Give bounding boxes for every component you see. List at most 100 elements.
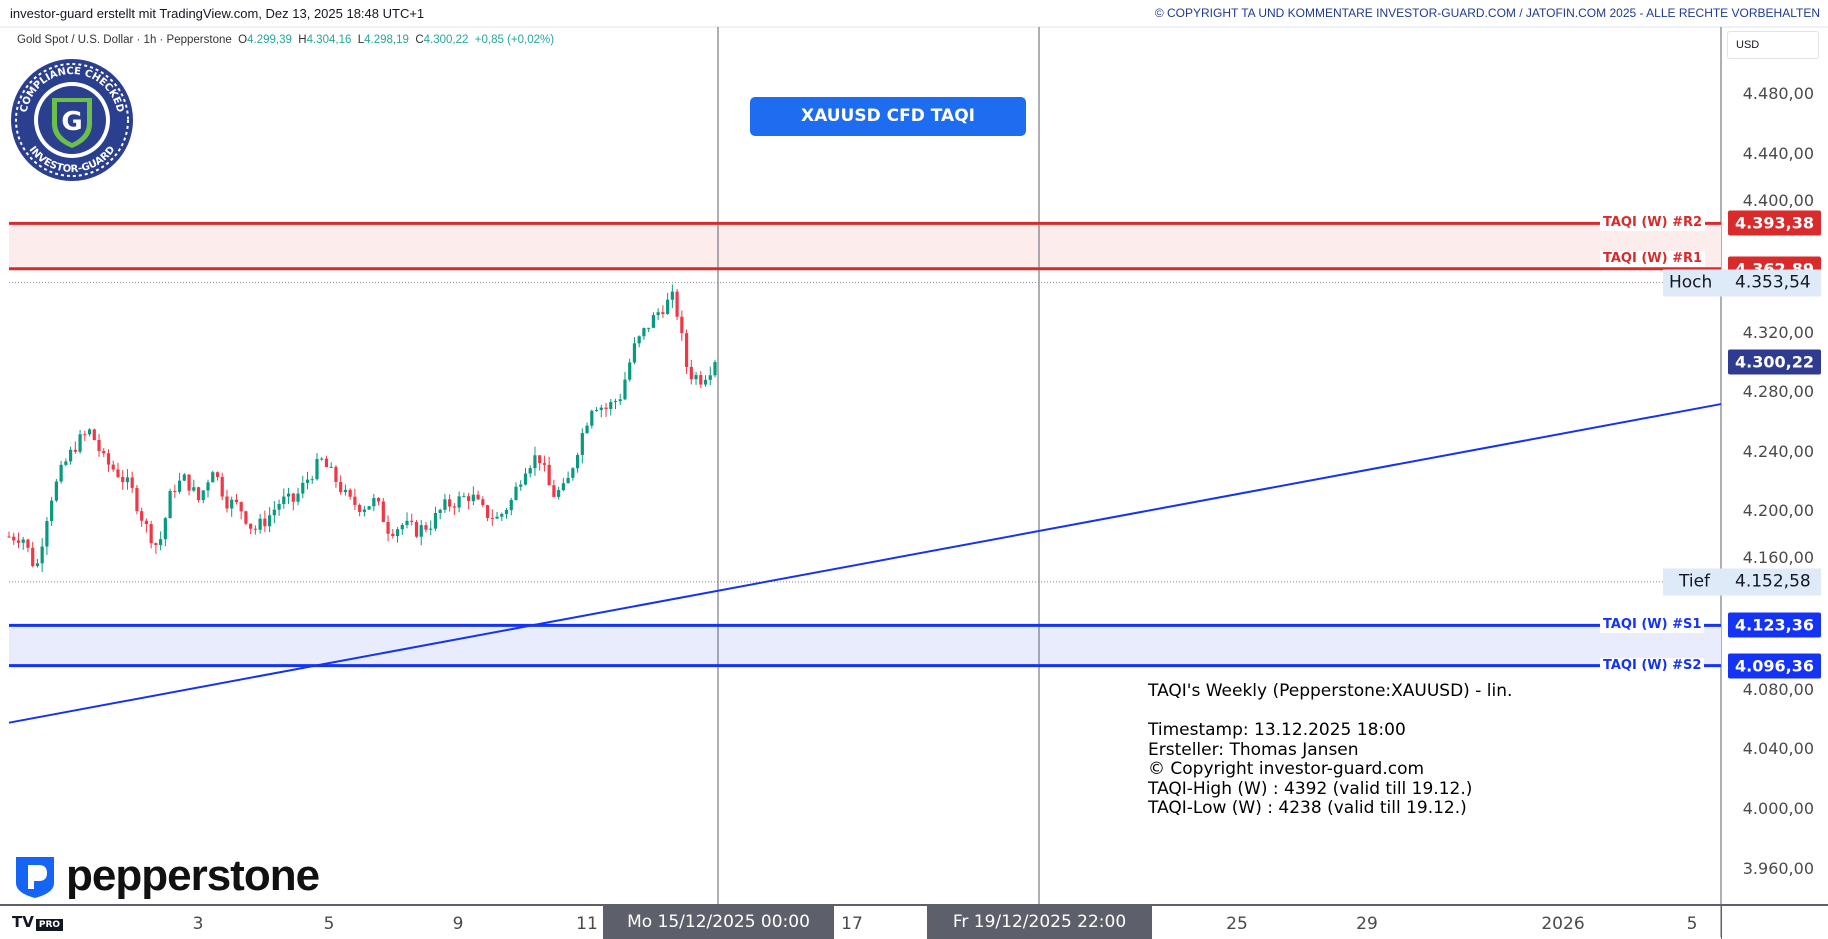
candle-body: [386, 521, 390, 534]
candle-body: [206, 482, 210, 491]
candle-body: [54, 481, 58, 501]
candle-body: [211, 472, 215, 483]
low-marker: Tief 4.152,58: [1663, 568, 1821, 596]
price-tick: 4.400,00: [1742, 190, 1814, 210]
price-tick: 4.000,00: [1742, 799, 1814, 819]
candle-body: [547, 464, 551, 486]
candle-body: [282, 496, 286, 505]
candle-body: [154, 543, 158, 546]
candle-body: [40, 546, 44, 564]
candle-body: [220, 476, 224, 497]
candle-body: [239, 502, 243, 512]
candle-body: [613, 401, 618, 403]
candle-body: [485, 505, 490, 519]
price-tick: 4.240,00: [1742, 441, 1814, 461]
candle-body: [64, 461, 68, 465]
low-label: L: [357, 34, 365, 46]
candle-body: [21, 539, 25, 543]
candle-body: [296, 493, 300, 502]
time-axis[interactable]: 3 5 9 11 Mo 15/12/2025 00:00 17 Fr 19/12…: [0, 904, 1828, 939]
candle-body: [173, 491, 177, 493]
candle-body: [272, 509, 276, 516]
price-tick: 4.480,00: [1742, 84, 1814, 104]
tv-mark: TV: [12, 913, 34, 931]
candle-body: [68, 449, 73, 462]
info-taqi-low: TAQI-Low (W) : 4238 (valid till 19.12.): [1148, 798, 1467, 818]
time-tick: 29: [1356, 914, 1378, 934]
candle-body: [358, 504, 362, 512]
taqi-level-label: TAQI (W) #R2: [1600, 215, 1706, 232]
candle-body: [504, 510, 509, 514]
candle-body: [225, 496, 229, 509]
candle-body: [305, 479, 310, 483]
candle-body: [230, 499, 234, 509]
close-label: C: [415, 34, 424, 46]
candle-body: [159, 539, 163, 546]
candle-body: [566, 477, 570, 484]
open-label: O: [238, 34, 248, 46]
candle-body: [618, 399, 622, 402]
candle-body: [182, 474, 186, 481]
info-taqi-high: TAQI-High (W) : 4392 (valid till 19.12.): [1148, 778, 1473, 799]
candle-body: [443, 499, 447, 510]
candle-body: [675, 291, 679, 317]
candle-body: [163, 518, 167, 540]
price-tick: 3.960,00: [1742, 858, 1814, 878]
candle-body: [362, 509, 366, 512]
candle-body: [651, 315, 656, 328]
time-tick: 5: [1686, 914, 1698, 934]
trendline[interactable]: [8, 403, 1722, 724]
pro-badge: PRO: [35, 919, 64, 931]
candle-body: [414, 521, 419, 537]
candle-body: [310, 479, 314, 481]
tradingview-logo[interactable]: TV PRO: [12, 913, 64, 931]
symbol-legend: Gold Spot / U.S. Dollar · 1h · Peppersto…: [17, 34, 554, 46]
pepperstone-mark-icon: [16, 857, 54, 898]
candle-body: [457, 496, 461, 508]
time-tick: 3: [192, 914, 204, 934]
candle-body: [590, 410, 594, 426]
price-tick: 4.320,00: [1742, 322, 1814, 342]
candle-body: [552, 485, 556, 497]
candle-body: [462, 496, 466, 498]
candle-body: [604, 407, 608, 409]
price-tick: 4.160,00: [1742, 547, 1814, 567]
candle-body: [481, 499, 485, 506]
currency-selector[interactable]: USD: [1727, 31, 1819, 59]
low-marker-value: 4.152,58: [1735, 571, 1811, 592]
candle-body: [642, 328, 646, 337]
candle-body: [334, 466, 338, 482]
candle-body: [661, 312, 665, 315]
candle-body: [268, 515, 272, 527]
svg-text:G: G: [61, 107, 82, 137]
snapshot-title-button[interactable]: XAUUSD CFD TAQI SNAPSHOT: [750, 97, 1026, 165]
candle-body: [78, 434, 82, 452]
high-marker-label: Hoch: [1669, 272, 1713, 293]
price-tick: 4.440,00: [1742, 143, 1814, 163]
candle-body: [538, 455, 542, 464]
price-tick: 4.080,00: [1742, 679, 1814, 699]
candle-body: [192, 487, 196, 491]
candle-body: [533, 455, 537, 469]
candle-body: [400, 524, 404, 530]
candle-body: [647, 327, 651, 329]
candle-body: [324, 458, 329, 468]
candle-body: [708, 375, 712, 380]
candle-body: [509, 499, 513, 511]
info-timestamp: Timestamp: 13.12.2025 18:00: [1148, 720, 1406, 740]
candle-body: [45, 521, 49, 547]
candle-body: [410, 520, 414, 522]
candle-body: [177, 480, 182, 492]
candle-body: [580, 433, 584, 455]
candle-body: [116, 469, 120, 477]
candle-body: [395, 529, 400, 537]
candle-body: [253, 528, 257, 530]
high-marker: Hoch 4.353,54: [1663, 269, 1821, 297]
taqi-level-badge: 4.123,36: [1728, 612, 1821, 638]
candle-body: [367, 506, 371, 510]
candle-body: [528, 468, 532, 474]
candle-body: [234, 499, 239, 503]
candle-body: [594, 409, 599, 411]
candle-body: [703, 379, 708, 385]
